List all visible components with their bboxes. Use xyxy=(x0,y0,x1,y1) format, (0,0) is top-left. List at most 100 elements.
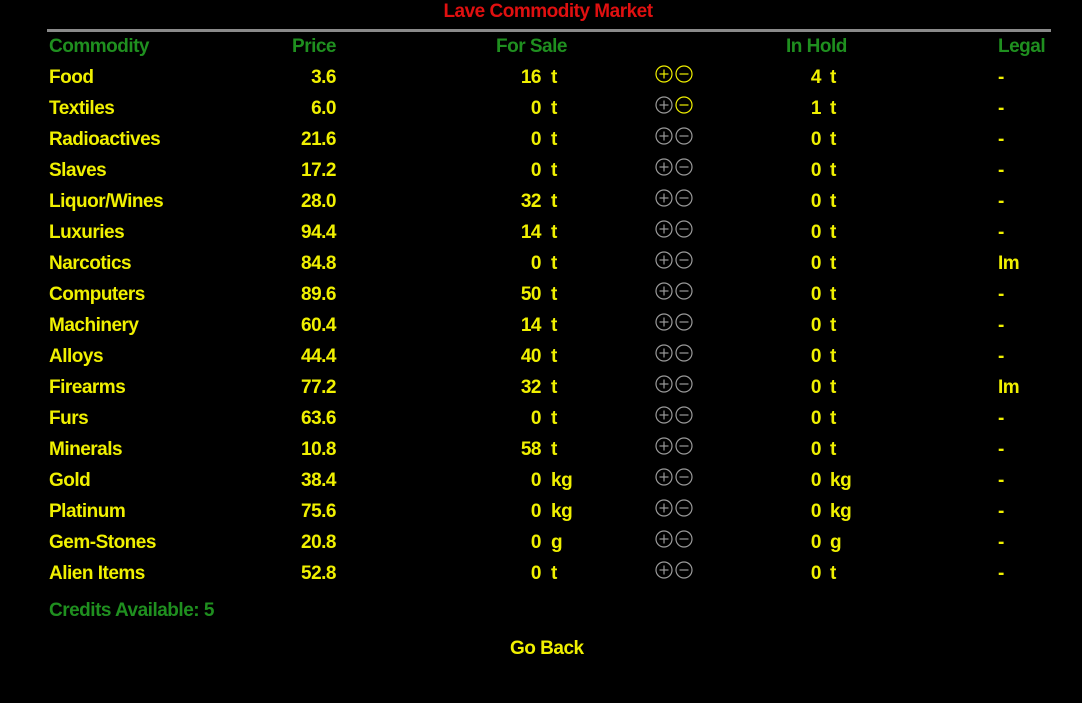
sell-minus-icon[interactable] xyxy=(675,530,693,548)
buy-plus-icon[interactable] xyxy=(655,530,673,548)
table-row: Minerals 10.8 58 t 0 t - xyxy=(0,437,1082,470)
commodity-price: 21.6 xyxy=(301,129,336,150)
trade-buttons xyxy=(655,344,697,364)
header-divider xyxy=(47,29,1051,32)
in-hold-unit: t xyxy=(830,253,836,274)
sell-minus-icon[interactable] xyxy=(675,251,693,269)
commodity-name: Firearms xyxy=(49,377,126,398)
buy-plus-icon[interactable] xyxy=(655,127,673,145)
in-hold-unit: t xyxy=(830,67,836,88)
sell-minus-icon[interactable] xyxy=(675,313,693,331)
for-sale-quantity: 14 xyxy=(520,222,542,243)
buy-plus-icon[interactable] xyxy=(655,282,673,300)
legal-status: - xyxy=(998,160,1004,181)
sell-minus-icon[interactable] xyxy=(675,189,693,207)
sell-minus-icon[interactable] xyxy=(675,344,693,362)
table-row: Machinery 60.4 14 t 0 t - xyxy=(0,313,1082,346)
table-row: Slaves 17.2 0 t 0 t - xyxy=(0,158,1082,191)
in-hold-unit: t xyxy=(830,222,836,243)
commodity-name: Textiles xyxy=(49,98,115,119)
sell-minus-icon[interactable] xyxy=(675,96,693,114)
in-hold-unit: t xyxy=(830,408,836,429)
table-row: Platinum 75.6 0 kg 0 kg - xyxy=(0,499,1082,532)
table-row: Radioactives 21.6 0 t 0 t - xyxy=(0,127,1082,160)
for-sale-unit: kg xyxy=(551,501,573,522)
in-hold-quantity: 0 xyxy=(810,284,822,305)
buy-plus-icon[interactable] xyxy=(655,468,673,486)
trade-buttons xyxy=(655,282,697,302)
sell-minus-icon[interactable] xyxy=(675,65,693,83)
commodity-name: Machinery xyxy=(49,315,139,336)
sell-minus-icon[interactable] xyxy=(675,127,693,145)
commodity-name: Computers xyxy=(49,284,145,305)
in-hold-unit: t xyxy=(830,98,836,119)
buy-plus-icon[interactable] xyxy=(655,375,673,393)
for-sale-unit: t xyxy=(551,315,557,336)
sell-minus-icon[interactable] xyxy=(675,158,693,176)
trade-buttons xyxy=(655,313,697,333)
table-row: Gold 38.4 0 kg 0 kg - xyxy=(0,468,1082,501)
for-sale-quantity: 0 xyxy=(530,253,542,274)
sell-minus-icon[interactable] xyxy=(675,437,693,455)
for-sale-quantity: 16 xyxy=(520,67,542,88)
for-sale-quantity: 32 xyxy=(520,191,542,212)
commodity-name: Platinum xyxy=(49,501,126,522)
buy-plus-icon[interactable] xyxy=(655,499,673,517)
commodity-price: 17.2 xyxy=(301,160,336,181)
sell-minus-icon[interactable] xyxy=(675,468,693,486)
for-sale-unit: t xyxy=(551,67,557,88)
commodity-name: Gem-Stones xyxy=(49,532,156,553)
buy-plus-icon[interactable] xyxy=(655,406,673,424)
in-hold-unit: t xyxy=(830,160,836,181)
for-sale-unit: t xyxy=(551,160,557,181)
buy-plus-icon[interactable] xyxy=(655,189,673,207)
sell-minus-icon[interactable] xyxy=(675,282,693,300)
header-legal: Legal xyxy=(998,36,1046,57)
trade-buttons xyxy=(655,406,697,426)
table-header: Commodity Price For Sale In Hold Legal xyxy=(0,36,1082,67)
for-sale-quantity: 0 xyxy=(530,563,542,584)
buy-plus-icon[interactable] xyxy=(655,220,673,238)
sell-minus-icon[interactable] xyxy=(675,406,693,424)
in-hold-unit: t xyxy=(830,191,836,212)
buy-plus-icon[interactable] xyxy=(655,344,673,362)
table-row: Liquor/Wines 28.0 32 t 0 t - xyxy=(0,189,1082,222)
legal-status: - xyxy=(998,129,1004,150)
commodity-price: 84.8 xyxy=(301,253,336,274)
sell-minus-icon[interactable] xyxy=(675,220,693,238)
buy-plus-icon[interactable] xyxy=(655,313,673,331)
commodity-name: Slaves xyxy=(49,160,107,181)
in-hold-quantity: 0 xyxy=(810,315,822,336)
trade-buttons xyxy=(655,437,697,457)
sell-minus-icon[interactable] xyxy=(675,375,693,393)
buy-plus-icon[interactable] xyxy=(655,561,673,579)
legal-status: - xyxy=(998,284,1004,305)
buy-plus-icon[interactable] xyxy=(655,158,673,176)
in-hold-unit: t xyxy=(830,346,836,367)
buy-plus-icon[interactable] xyxy=(655,437,673,455)
commodity-price: 20.8 xyxy=(301,532,336,553)
trade-buttons xyxy=(655,158,697,178)
for-sale-quantity: 0 xyxy=(530,532,542,553)
trade-buttons xyxy=(655,375,697,395)
legal-status: - xyxy=(998,439,1004,460)
commodity-price: 75.6 xyxy=(301,501,336,522)
commodity-price: 77.2 xyxy=(301,377,336,398)
sell-minus-icon[interactable] xyxy=(675,499,693,517)
commodity-price: 3.6 xyxy=(311,67,336,88)
buy-plus-icon[interactable] xyxy=(655,251,673,269)
in-hold-quantity: 0 xyxy=(810,408,822,429)
in-hold-quantity: 0 xyxy=(810,439,822,460)
page-title: Lave Commodity Market xyxy=(443,1,653,22)
sell-minus-icon[interactable] xyxy=(675,561,693,579)
for-sale-unit: t xyxy=(551,408,557,429)
for-sale-quantity: 50 xyxy=(520,284,542,305)
buy-plus-icon[interactable] xyxy=(655,65,673,83)
commodity-name: Alien Items xyxy=(49,563,145,584)
legal-status: - xyxy=(998,532,1004,553)
buy-plus-icon[interactable] xyxy=(655,96,673,114)
trade-buttons xyxy=(655,561,697,581)
legal-status: - xyxy=(998,222,1004,243)
header-commodity: Commodity xyxy=(49,36,150,57)
go-back-button[interactable]: Go Back xyxy=(510,638,584,659)
